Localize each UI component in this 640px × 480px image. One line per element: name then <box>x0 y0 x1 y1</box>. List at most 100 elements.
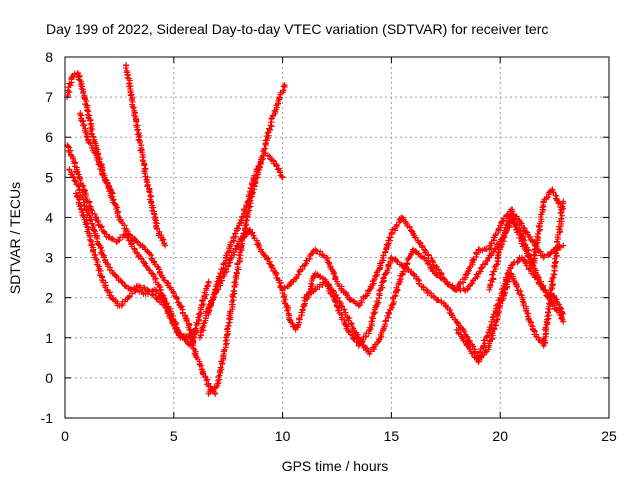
y-tick-label: 1 <box>45 330 53 346</box>
data-point <box>223 353 225 355</box>
data-point <box>153 289 155 291</box>
data-point <box>195 353 197 355</box>
data-point <box>208 385 210 387</box>
data-point <box>488 289 490 291</box>
data-point <box>521 257 523 259</box>
data-point <box>434 265 436 267</box>
data-point <box>118 216 120 218</box>
data-point <box>423 249 425 251</box>
data-point <box>94 152 96 154</box>
data-point <box>499 297 501 299</box>
data-point <box>467 273 469 275</box>
data-point <box>255 168 257 170</box>
data-point <box>551 188 553 190</box>
x-tick-label: 10 <box>275 428 291 444</box>
data-point <box>145 293 147 295</box>
data-point <box>510 208 512 210</box>
data-point <box>292 281 294 283</box>
data-point <box>562 313 564 315</box>
data-point <box>66 144 68 146</box>
x-tick-label: 25 <box>601 428 617 444</box>
data-point <box>138 136 140 138</box>
data-point <box>303 265 305 267</box>
data-point <box>336 305 338 307</box>
data-point <box>116 241 118 243</box>
data-point <box>347 317 349 319</box>
data-point <box>488 345 490 347</box>
x-axis-title: GPS time / hours <box>282 458 389 474</box>
y-tick-label: -1 <box>41 410 54 426</box>
data-point <box>216 289 218 291</box>
data-point <box>380 289 382 291</box>
axis-ticks: 0 5 10 15 20 25 -1 0 1 2 3 4 5 6 7 8 <box>41 49 617 444</box>
x-tick-label: 15 <box>384 428 400 444</box>
data-point <box>303 305 305 307</box>
data-point <box>129 88 131 90</box>
data-point <box>110 297 112 299</box>
data-point <box>151 204 153 206</box>
chart-title: Day 199 of 2022, Sidereal Day-to-day VTE… <box>46 21 548 37</box>
data-point <box>412 273 414 275</box>
data-point <box>127 297 129 299</box>
y-tick-label: 2 <box>45 290 53 306</box>
data-point <box>499 305 501 307</box>
data-point <box>229 313 231 315</box>
data-point <box>499 249 501 251</box>
data-point <box>164 245 166 247</box>
data-point <box>390 305 392 307</box>
y-tick-label: 0 <box>45 370 53 386</box>
data-point <box>488 257 490 259</box>
data-point <box>121 281 123 283</box>
data-point <box>118 305 120 307</box>
data-point <box>136 241 138 243</box>
data-point <box>467 289 469 291</box>
data-point <box>205 313 207 315</box>
data-point <box>510 265 512 267</box>
data-point <box>412 249 414 251</box>
y-axis-title: SDTVAR / TECUs <box>7 182 23 294</box>
data-point <box>153 261 155 263</box>
data-point <box>249 228 251 230</box>
data-point <box>260 249 262 251</box>
plot-frame <box>64 56 610 419</box>
data-point <box>369 329 371 331</box>
data-point <box>543 200 545 202</box>
data-point <box>499 224 501 226</box>
data-point <box>532 329 534 331</box>
data-point <box>92 136 94 138</box>
data-point <box>90 208 92 210</box>
data-point <box>186 337 188 339</box>
data-point <box>347 329 349 331</box>
data-point <box>190 345 192 347</box>
data-point <box>264 152 266 154</box>
data-point <box>162 297 164 299</box>
data-point <box>456 289 458 291</box>
y-tick-label: 4 <box>45 209 53 225</box>
data-point <box>142 160 144 162</box>
data-point <box>227 265 229 267</box>
data-point <box>214 393 216 395</box>
data-point <box>273 160 275 162</box>
data-point <box>554 265 556 267</box>
sat-track-l <box>453 198 567 365</box>
data-point <box>75 192 77 194</box>
data-point <box>71 76 73 78</box>
data-point <box>238 224 240 226</box>
data-point <box>103 257 105 259</box>
data-point <box>532 273 534 275</box>
data-point <box>179 305 181 307</box>
data-point <box>125 232 127 234</box>
y-tick-label: 7 <box>45 89 53 105</box>
data-point <box>510 216 512 218</box>
data-point <box>155 224 157 226</box>
data-point <box>412 232 414 234</box>
data-point <box>380 337 382 339</box>
data-point <box>179 337 181 339</box>
x-tick-label: 5 <box>170 428 178 444</box>
data-point <box>79 112 81 114</box>
data-point <box>77 72 79 74</box>
sat-track-f <box>122 62 169 249</box>
data-point <box>284 84 286 86</box>
data-point <box>445 281 447 283</box>
data-point <box>521 297 523 299</box>
